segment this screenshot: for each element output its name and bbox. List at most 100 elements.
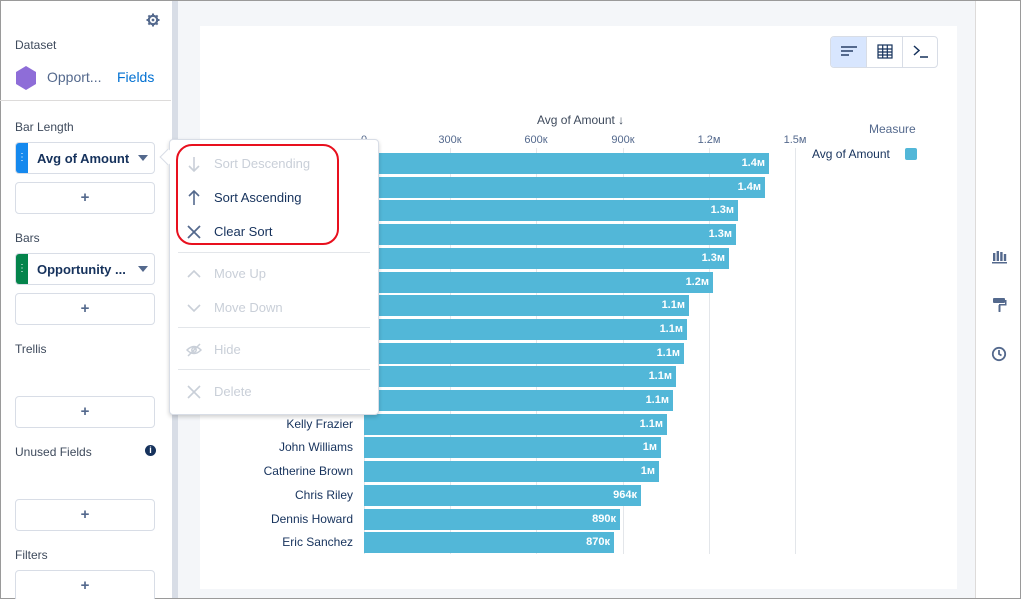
drag-handle-icon[interactable]: ⋮ [16,254,28,284]
menu-item-move-up[interactable]: Move Up [170,259,378,289]
menu-item-sort-ascending[interactable]: Sort Ascending [170,183,378,213]
bars-field: Opportunity ... [37,262,126,277]
bar-value-label: 890к [592,513,616,525]
clock-icon[interactable] [990,346,1008,364]
menu-separator [178,252,370,253]
bar-value-label: 1.1м [648,370,672,382]
menu-item-label: Hide [214,342,241,357]
bar-value-label: 870к [586,536,610,548]
field-actions-menu: Sort Descending Sort Ascending Clear Sor… [169,139,379,415]
bar-value-label: 1.3м [708,228,732,240]
bar-length-pill[interactable]: ⋮ Avg of Amount [15,142,155,174]
menu-item-label: Move Down [214,300,283,315]
right-rail [975,1,1020,598]
chart-view-button[interactable] [831,37,867,67]
trellis-label: Trellis [15,342,47,356]
bar-chart-icon [841,46,857,56]
category-label: Kelly Frazier [286,417,353,431]
bar[interactable]: 1.1м [364,414,667,435]
bar-value-label: 1.3м [710,204,734,216]
dataset-label: Dataset [15,38,57,52]
bar[interactable]: 1.2м [364,272,713,293]
add-trellis-button[interactable]: + [15,396,155,428]
x-tick-label: 1.2м [697,134,721,146]
menu-item-label: Sort Descending [214,156,311,171]
bar[interactable]: 1.4м [364,177,765,198]
bar[interactable]: 1.3м [364,248,729,269]
unused-fields-label: Unused Fields [15,445,92,459]
menu-item-delete[interactable]: Delete [170,377,378,407]
category-label: Catherine Brown [263,464,353,478]
drag-handle-icon[interactable]: ⋮ [16,143,28,173]
bar-value-label: 1.2м [685,276,709,288]
bar[interactable]: 1.3м [364,200,738,221]
add-filter-button[interactable]: + [15,570,155,599]
table-view-button[interactable] [867,37,903,67]
category-label: Dennis Howard [270,512,353,526]
bar-value-label: 1.4м [737,181,761,193]
category-label: John Williams [278,440,353,454]
bar[interactable]: 1.3м [364,224,736,245]
query-view-button[interactable] [903,37,937,67]
chevron-down-icon [186,299,202,317]
info-icon[interactable]: i [145,445,156,456]
dataset-row: Opport... Fields [15,64,165,90]
bar-value-label: 1.3м [701,252,725,264]
bar[interactable]: 870к [364,532,614,553]
bar[interactable]: 890к [364,509,620,530]
panel-divider [0,100,171,101]
bar[interactable]: 1.1м [364,343,684,364]
dataset-name[interactable]: Opport... [47,69,102,85]
menu-item-label: Delete [214,384,252,399]
chevron-up-icon [186,265,202,283]
menu-item-clear-sort[interactable]: Clear Sort [170,217,378,247]
dataset-hexagon-icon [15,66,37,90]
add-unused-field-button[interactable]: + [15,499,155,531]
fields-link[interactable]: Fields [117,69,155,85]
add-bar-length-button[interactable]: + [15,182,155,214]
close-icon [186,383,202,401]
x-axis-title[interactable]: Avg of Amount ↓ [537,113,625,127]
bars-pill[interactable]: ⋮ Opportunity ... [15,253,155,285]
menu-item-move-down[interactable]: Move Down [170,293,378,323]
chart-format-icon[interactable] [990,249,1008,267]
gridline [709,148,710,554]
bar[interactable]: 1.1м [364,366,676,387]
legend-title: Measure [869,122,916,136]
filters-label: Filters [15,548,48,562]
bar[interactable]: 1м [364,437,661,458]
menu-item-hide[interactable]: Hide [170,335,378,365]
bar-value-label: 1.1м [639,418,663,430]
bar-value-label: 1.1м [659,323,683,335]
menu-item-label: Clear Sort [214,224,273,239]
x-tick-label: 900к [611,134,635,146]
gridline [795,148,796,554]
chevron-down-icon[interactable] [138,266,148,272]
bar[interactable]: 964к [364,485,641,506]
bar[interactable]: 1.1м [364,390,673,411]
add-bars-button[interactable]: + [15,293,155,325]
eye-slash-icon [185,341,203,359]
gear-icon[interactable] [145,13,161,29]
bar-value-label: 1м [642,441,657,453]
x-tick-label: 300к [438,134,462,146]
menu-item-sort-descending[interactable]: Sort Descending [170,149,378,179]
paint-roller-icon[interactable] [990,297,1008,315]
chevron-down-icon[interactable] [138,155,148,161]
arrow-down-icon [186,155,202,173]
bar-length-label: Bar Length [15,120,74,134]
legend-item: Avg of Amount [812,147,890,161]
bar-value-label: 1.1м [656,347,680,359]
bar[interactable]: 1.4м [364,153,769,174]
bar[interactable]: 1м [364,461,659,482]
menu-item-label: Sort Ascending [214,190,302,205]
category-label: Chris Riley [294,488,353,502]
bar[interactable]: 1.1м [364,319,687,340]
x-tick-label: 1.5м [783,134,807,146]
arrow-up-icon [186,189,202,207]
legend-swatch [905,148,917,160]
bar-value-label: 964к [613,489,637,501]
menu-separator [178,369,370,370]
bar[interactable]: 1.1м [364,295,689,316]
bar-value-label: 1.1м [645,394,669,406]
